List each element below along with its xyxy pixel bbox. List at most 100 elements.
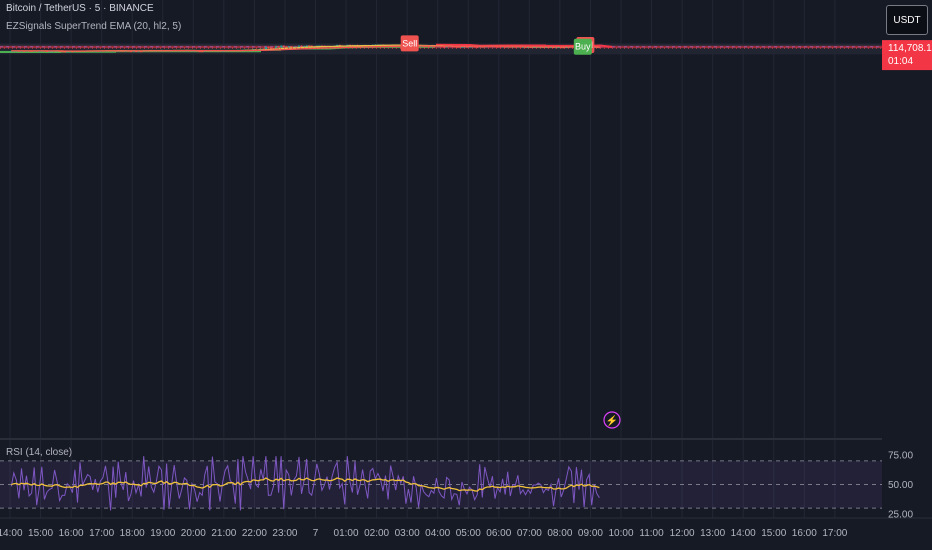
lightning-icon-glyph: ⚡	[606, 414, 618, 427]
time-axis-bg	[0, 518, 932, 550]
candle-body	[549, 46, 553, 48]
rsi-legend[interactable]: RSI (14, close)	[6, 447, 73, 458]
time-tick-label: 09:00	[578, 528, 603, 539]
sell-signal: Sell	[400, 35, 419, 52]
candle-body	[280, 45, 283, 48]
candle-body	[453, 46, 456, 48]
time-tick-label: 21:00	[211, 528, 236, 539]
time-tick-label: 19:00	[150, 528, 175, 539]
time-tick-label: 12:00	[670, 528, 695, 539]
time-tick-label: 17:00	[89, 528, 114, 539]
time-tick-label: 13:00	[700, 528, 725, 539]
last-price-label: 114,708.14	[888, 43, 932, 54]
time-tick-label: 03:00	[395, 528, 420, 539]
candle-body	[463, 46, 466, 48]
candle-body	[137, 51, 140, 53]
sell-signal-label: Sell	[402, 38, 417, 48]
candle-body	[68, 51, 72, 53]
candle-body	[277, 46, 280, 48]
candle-body	[310, 45, 313, 47]
candle-body	[269, 47, 273, 49]
candle-body	[560, 47, 563, 49]
time-tick-label: 16:00	[792, 528, 817, 539]
candle-body	[305, 45, 308, 47]
candle-body	[303, 46, 306, 48]
time-tick-label: 16:00	[59, 528, 84, 539]
candle-body	[443, 46, 446, 48]
time-tick-label: 23:00	[272, 528, 297, 539]
candle-body	[140, 51, 143, 53]
candle-body	[275, 46, 278, 49]
rsi-pane	[0, 456, 882, 511]
candle-body	[529, 46, 532, 48]
candle-body	[534, 46, 537, 48]
time-tick-label: 7	[313, 528, 319, 539]
grid-lines	[0, 0, 882, 518]
time-tick-label: 01:00	[334, 528, 359, 539]
sell-signal-box	[400, 35, 419, 52]
candle-body	[51, 51, 54, 53]
candle-body	[465, 46, 469, 48]
candle-body	[427, 46, 430, 48]
candle-body	[61, 51, 64, 53]
price-axis: 115,750.00115,500.00115,250.00115,000.00…	[882, 0, 932, 550]
countdown-label: 01:04	[888, 56, 913, 67]
candle-body	[458, 46, 461, 48]
rsi-tick-label: 25.00	[888, 510, 913, 521]
candle-body	[338, 45, 341, 47]
candle-body	[135, 51, 138, 53]
candle-body	[282, 45, 285, 47]
currency-button[interactable]: USDT	[886, 5, 928, 35]
rsi-ma-line	[11, 477, 600, 492]
candle-body	[71, 51, 74, 53]
candle-body	[532, 46, 535, 48]
time-tick-label: 11:00	[639, 528, 664, 539]
candle-body	[468, 46, 471, 48]
candle-body	[285, 46, 288, 48]
time-tick-label: 05:00	[456, 528, 481, 539]
time-tick-label: 20:00	[181, 528, 206, 539]
candle-body	[308, 45, 311, 47]
ema-slow-line	[11, 45, 600, 52]
time-tick-label: 15:00	[761, 528, 786, 539]
time-tick-label: 07:00	[517, 528, 542, 539]
buy-signal-box	[573, 38, 592, 55]
candle-body	[598, 47, 601, 49]
buy-signal-label: Buy	[575, 42, 591, 52]
last-price-badge	[882, 40, 932, 71]
candle-body	[198, 51, 201, 53]
candle-body	[445, 46, 448, 48]
candle-body	[297, 45, 301, 47]
candle-body	[460, 46, 464, 48]
candle-body	[300, 45, 303, 47]
supertrend-line-down	[435, 43, 613, 48]
time-tick-label: 14:00	[731, 528, 756, 539]
candle-body	[38, 51, 41, 53]
candle-body	[290, 46, 293, 48]
candle-body	[66, 51, 69, 53]
time-tick-label: 17:00	[822, 528, 847, 539]
candle-body	[201, 51, 204, 53]
candle-body	[527, 46, 530, 48]
candle-body	[521, 46, 525, 48]
candle-body	[287, 46, 290, 48]
candle-body	[132, 51, 135, 53]
candle-body	[557, 47, 560, 49]
candle-body	[562, 47, 565, 49]
time-tick-label: 08:00	[547, 528, 572, 539]
price-axis-bg	[882, 0, 932, 550]
candle-body	[336, 45, 339, 47]
time-tick-label: 02:00	[364, 528, 389, 539]
candle-body	[455, 46, 458, 48]
time-tick-label: 06:00	[486, 528, 511, 539]
candle-body	[129, 51, 133, 53]
buy-signal: Buy	[573, 38, 592, 55]
symbol-legend[interactable]: Bitcoin / TetherUS · 5 · BINANCE	[6, 3, 154, 14]
time-tick-label: 14:00	[0, 528, 23, 539]
time-tick-label: 15:00	[28, 528, 53, 539]
time-tick-label: 18:00	[120, 528, 145, 539]
indicator-legend[interactable]: EZSignals SuperTrend EMA (20, hl2, 5)	[6, 21, 182, 32]
rsi-tick-label: 75.00	[888, 451, 913, 462]
